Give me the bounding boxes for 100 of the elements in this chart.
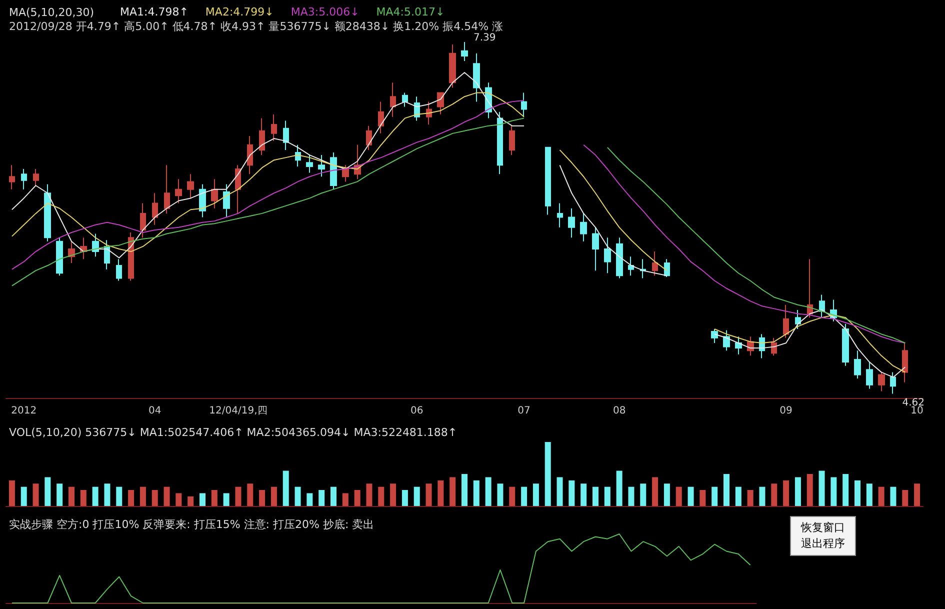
candlestick <box>33 168 39 186</box>
bar <box>497 484 504 506</box>
bar <box>794 477 801 506</box>
x-tick-label: 08 <box>612 406 626 416</box>
candlestick <box>366 125 372 150</box>
candlestick <box>426 101 432 126</box>
bar <box>188 496 194 506</box>
bar <box>724 474 730 506</box>
candlestick <box>461 42 468 62</box>
bar <box>247 484 254 506</box>
bar <box>544 442 551 506</box>
candlestick <box>592 226 599 272</box>
annotation: 7.39 <box>474 32 496 44</box>
bar <box>735 486 742 506</box>
bar <box>128 490 134 506</box>
bar <box>462 474 468 506</box>
bar <box>426 484 432 506</box>
bar <box>306 493 313 506</box>
x-tick-label: 07 <box>518 406 530 416</box>
candlestick <box>140 202 146 238</box>
candlestick <box>402 92 408 108</box>
bar <box>854 480 860 506</box>
bar <box>390 484 396 506</box>
bar <box>604 486 610 506</box>
bar <box>44 477 51 506</box>
context-menu: 恢复窗口 退出程序 <box>790 516 856 556</box>
candlestick <box>545 146 551 216</box>
bar <box>818 470 825 506</box>
bar <box>473 480 480 506</box>
x-tick-label: 04 <box>148 406 162 416</box>
bar <box>270 486 277 506</box>
candlestick <box>664 258 670 278</box>
candlestick <box>807 258 813 318</box>
candlestick <box>735 336 742 355</box>
bar <box>223 493 230 506</box>
candlestick <box>295 144 301 167</box>
bar <box>402 490 408 506</box>
candlestick <box>723 330 730 352</box>
candlestick <box>557 202 563 228</box>
bar <box>8 480 15 506</box>
candlestick <box>330 152 337 190</box>
bar <box>20 486 27 506</box>
candlestick <box>604 237 611 274</box>
candlestick <box>92 233 99 258</box>
bar <box>640 484 646 506</box>
candlestick <box>878 372 885 392</box>
bar <box>116 486 122 506</box>
candlestick <box>866 362 873 390</box>
candlestick <box>235 164 241 214</box>
bar <box>211 490 218 506</box>
candlestick <box>652 251 658 276</box>
candlestick <box>56 237 63 276</box>
candlestick <box>259 118 265 156</box>
candlestick <box>175 178 182 204</box>
bar <box>56 484 63 506</box>
bar <box>259 490 266 506</box>
bar <box>140 486 146 506</box>
candlestick <box>318 154 325 178</box>
candlestick <box>9 164 15 190</box>
bar <box>68 486 74 506</box>
candlestick <box>116 258 122 282</box>
bar <box>759 486 766 506</box>
candlestick <box>509 125 515 156</box>
bar <box>616 470 622 506</box>
candlestick <box>521 92 527 118</box>
text: MA1:4.798↑ <box>120 6 188 18</box>
bar <box>80 490 86 506</box>
bar <box>568 480 575 506</box>
bar <box>700 490 706 506</box>
chart-title: VOL(5,10,20) 536775↓ MA1:502547.406↑ MA2:504365.094↓ MA3:522481.188↑ <box>9 426 458 439</box>
candlestick <box>473 52 480 102</box>
chart-title: 实战步骤 空方:0 打压10% 反弹要来: 打压15% 注意: 打压20% 抄底: 卖出 <box>9 518 374 531</box>
bar <box>688 486 694 506</box>
bar <box>485 477 492 506</box>
bar <box>509 486 516 506</box>
bar <box>282 470 289 506</box>
text: MA4:5.017↓ <box>376 6 445 18</box>
bar <box>842 474 849 506</box>
candlestick <box>199 184 206 218</box>
bar <box>830 477 837 506</box>
candlestick <box>890 372 896 394</box>
bar <box>318 490 325 506</box>
candlestick <box>783 304 789 338</box>
candlestick <box>104 240 110 270</box>
bar <box>902 490 908 506</box>
candlestick <box>342 164 349 182</box>
bar <box>914 484 920 506</box>
bar <box>378 486 384 506</box>
bar <box>592 486 598 506</box>
candlestick <box>854 350 861 380</box>
candlestick <box>283 120 289 150</box>
candlestick <box>390 82 396 118</box>
bar <box>438 480 444 506</box>
candlestick <box>44 184 51 242</box>
bar <box>164 486 170 506</box>
chart-title: MA(5,10,20,30) <box>9 6 94 19</box>
text: MA3:5.006↓ <box>290 6 360 18</box>
candlestick <box>842 323 849 366</box>
bar <box>783 480 790 506</box>
bar <box>200 493 206 506</box>
